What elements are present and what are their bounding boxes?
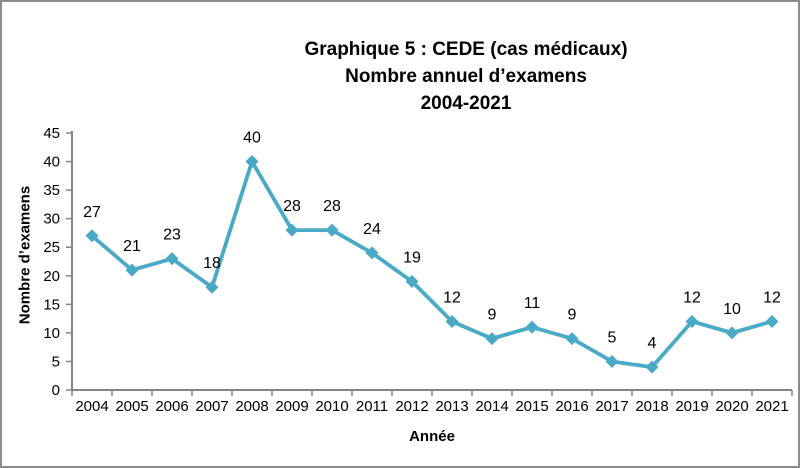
x-axis-tick-label: 2021 [755, 398, 788, 415]
data-point-label: 9 [568, 307, 577, 324]
x-axis-tick-label: 2013 [435, 398, 468, 415]
chart-title-line-2: Nombre annuel d’examens [345, 66, 587, 87]
data-point-marker [525, 320, 539, 334]
chart-title: Graphique 5 : CEDE (cas médicaux) Nombre… [0, 36, 800, 117]
y-axis-tick-label: 10 [43, 325, 60, 342]
data-point-marker [765, 314, 779, 328]
data-point-marker [325, 223, 339, 237]
data-point-label: 18 [203, 255, 221, 272]
x-axis-title: Année [409, 428, 455, 445]
x-axis-tick-label: 2012 [395, 398, 428, 415]
x-axis-tick-label: 2017 [595, 398, 628, 415]
x-axis-tick-label: 2015 [515, 398, 548, 415]
x-axis-tick-label: 2011 [356, 398, 388, 415]
data-point-marker [405, 274, 419, 288]
data-point-marker [485, 332, 499, 346]
data-point-marker [365, 246, 379, 260]
data-point-label: 24 [363, 221, 381, 238]
data-point-label: 21 [123, 238, 141, 255]
x-axis-tick-label: 2014 [475, 398, 508, 415]
x-axis-tick-label: 2007 [195, 398, 228, 415]
data-point-label: 12 [683, 289, 701, 306]
data-point-marker [245, 155, 259, 169]
data-point-label: 19 [403, 249, 421, 266]
y-axis-tick-label: 15 [43, 296, 60, 313]
chart-title-line-3: 2004-2021 [420, 93, 512, 114]
y-axis-tick-label: 45 [43, 125, 60, 142]
data-point-marker [165, 252, 179, 266]
y-axis-tick-label: 30 [43, 211, 60, 228]
x-axis-tick-label: 2009 [275, 398, 308, 415]
y-axis-tick-label: 20 [43, 268, 60, 285]
data-point-marker [445, 314, 459, 328]
data-point-label: 12 [443, 289, 461, 306]
data-point-label: 27 [83, 204, 101, 221]
data-point-marker [125, 263, 139, 277]
data-point-label: 23 [163, 227, 181, 244]
data-point-marker [685, 314, 699, 328]
data-point-label: 11 [524, 295, 541, 312]
data-point-marker [725, 326, 739, 340]
x-axis-tick-label: 2006 [155, 398, 188, 415]
data-point-label: 12 [763, 289, 781, 306]
data-point-label: 4 [648, 335, 657, 352]
x-axis-tick-label: 2004 [75, 398, 108, 415]
data-point-label: 10 [723, 301, 741, 318]
x-axis-tick-label: 2010 [315, 398, 348, 415]
data-point-label: 9 [488, 307, 497, 324]
data-point-marker [645, 360, 659, 374]
y-axis-tick-label: 35 [43, 182, 60, 199]
y-axis-tick-label: 40 [43, 154, 60, 171]
data-point-label: 28 [283, 198, 301, 215]
data-point-marker [205, 280, 219, 294]
y-axis-tick-label: 0 [52, 382, 60, 399]
data-point-label: 28 [323, 198, 341, 215]
data-point-marker [285, 223, 299, 237]
y-axis-tick-label: 25 [43, 239, 60, 256]
chart-title-line-1: Graphique 5 : CEDE (cas médicaux) [304, 39, 628, 60]
x-axis-tick-label: 2018 [635, 398, 668, 415]
y-axis-tick-label: 5 [52, 353, 60, 370]
x-axis-tick-label: 2008 [235, 398, 268, 415]
x-axis-tick-label: 2020 [715, 398, 748, 415]
x-axis-tick-label: 2005 [115, 398, 148, 415]
series-line [90, 159, 774, 370]
y-axis-title: Nombre d’examens [16, 185, 34, 325]
data-point-marker [85, 229, 99, 243]
data-point-marker [565, 332, 579, 346]
x-axis-tick-label: 2016 [555, 398, 588, 415]
data-point-label: 40 [243, 130, 261, 147]
data-point-marker [605, 354, 619, 368]
x-axis-tick-label: 2019 [675, 398, 708, 415]
data-point-label: 5 [608, 329, 617, 346]
